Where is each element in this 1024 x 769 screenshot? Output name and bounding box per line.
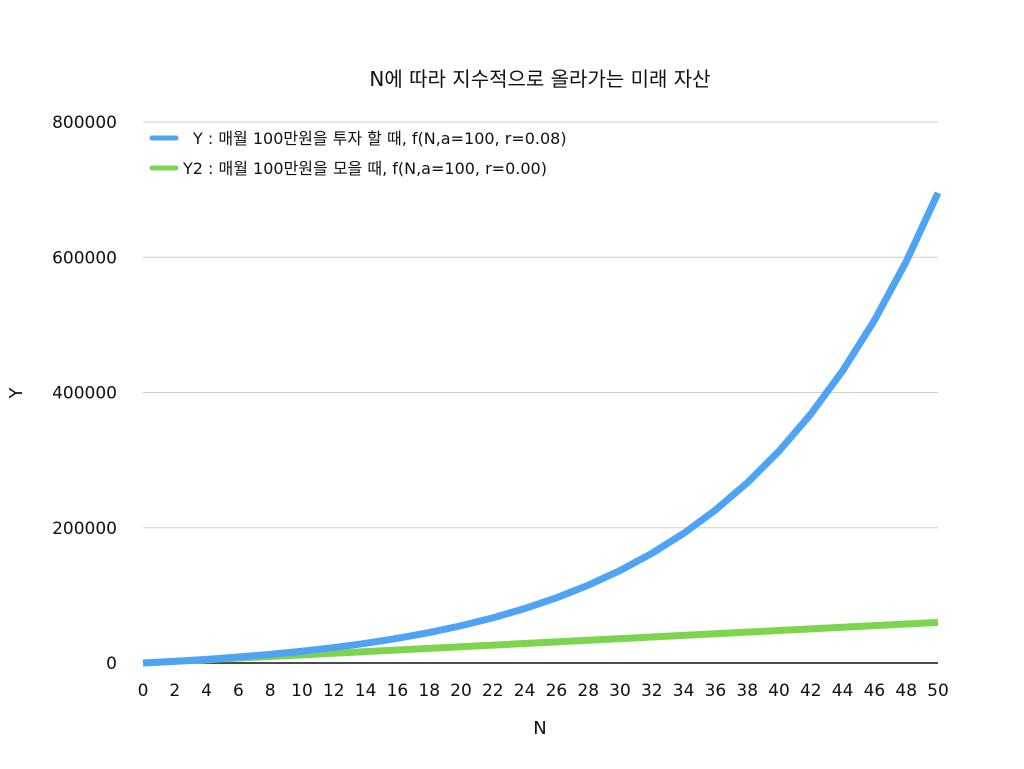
- x-axis-label: N: [533, 718, 546, 739]
- x-tick-label: 20: [450, 681, 472, 701]
- x-tick-label: 46: [864, 681, 886, 701]
- legend-label-2: Y2 : 매월 100만원을 모을 때, f(N,a=100, r=0.00): [182, 159, 547, 178]
- x-tick-label: 16: [387, 681, 409, 701]
- x-tick-label: 2: [169, 681, 180, 701]
- x-tick-label: 34: [673, 681, 695, 701]
- x-tick-label: 44: [832, 681, 854, 701]
- x-tick-label: 50: [927, 681, 949, 701]
- x-tick-label: 32: [641, 681, 663, 701]
- legend: Y : 매월 100만원을 투자 할 때, f(N,a=100, r=0.08)…: [149, 129, 567, 178]
- x-tick-label: 36: [705, 681, 727, 701]
- x-tick-label: 22: [482, 681, 504, 701]
- x-tick-label: 48: [895, 681, 917, 701]
- y-tick-label: 600000: [52, 248, 117, 268]
- x-tick-label: 8: [265, 681, 276, 701]
- x-tick-label: 40: [768, 681, 790, 701]
- x-tick-label: 26: [546, 681, 568, 701]
- series-line-1: [142, 191, 942, 667]
- x-tick-label: 24: [514, 681, 536, 701]
- x-tick-label: 42: [800, 681, 822, 701]
- x-tick-label: 0: [138, 681, 149, 701]
- x-tick-label: 28: [577, 681, 599, 701]
- series-lines: [142, 191, 942, 667]
- x-tick-label: 6: [233, 681, 244, 701]
- x-tick-label: 14: [355, 681, 377, 701]
- y-axis-label: Y: [6, 387, 27, 400]
- grid-lines: [143, 121, 938, 529]
- x-tick-label: 10: [291, 681, 313, 701]
- y-tick-label: 200000: [52, 519, 117, 539]
- y-tick-label: 0: [106, 654, 117, 674]
- x-tick-label: 12: [323, 681, 345, 701]
- x-tick-label: 38: [736, 681, 758, 701]
- x-tick-label: 18: [418, 681, 440, 701]
- x-tick-label: 4: [201, 681, 212, 701]
- y-tick-label: 400000: [52, 384, 117, 404]
- y-tick-label: 800000: [52, 113, 117, 133]
- legend-label-1: Y : 매월 100만원을 투자 할 때, f(N,a=100, r=0.08): [192, 129, 567, 148]
- chart-title: N에 따라 지수적으로 올라가는 미래 자산: [369, 67, 710, 91]
- x-tick-label: 30: [609, 681, 631, 701]
